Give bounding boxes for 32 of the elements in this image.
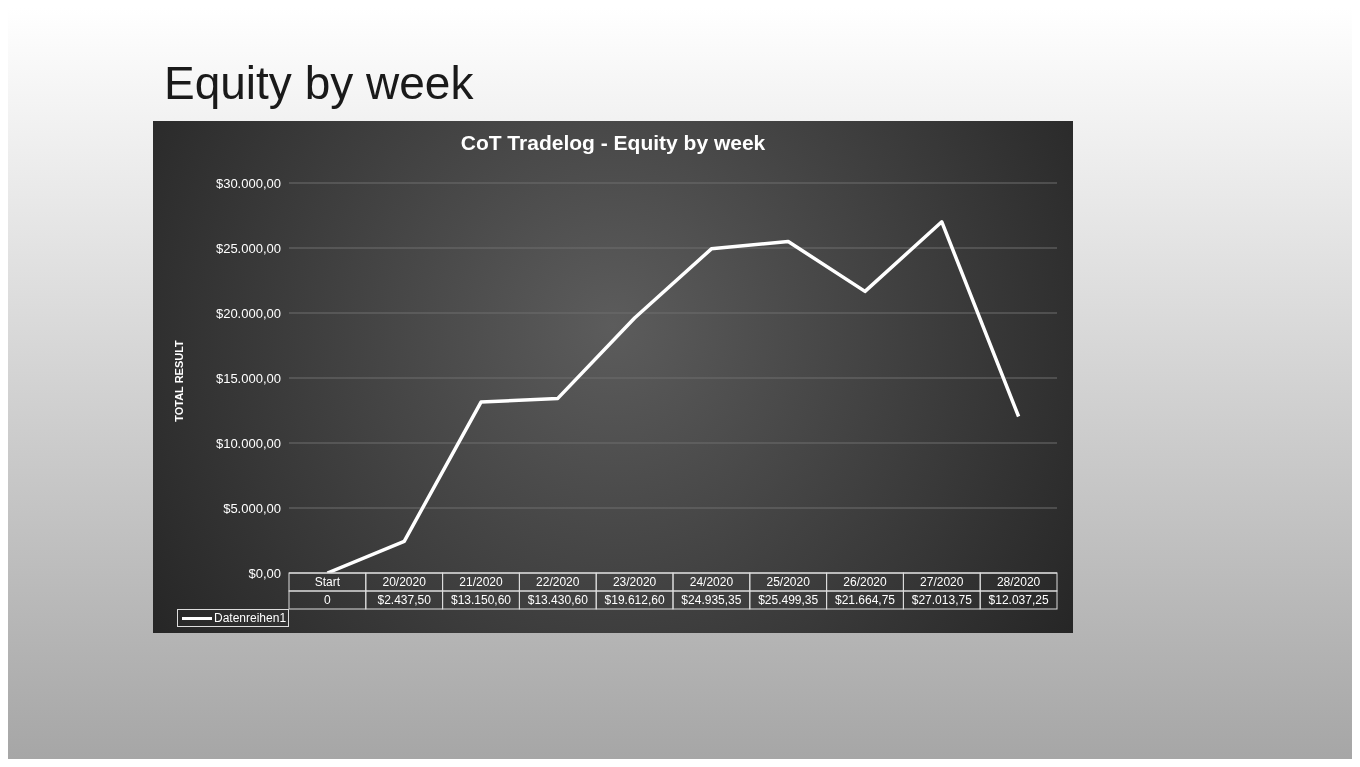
data-label: $27.013,75 [911,593,973,607]
x-tick-label: 24/2020 [689,575,734,589]
chart-title: Equity by week [164,56,474,110]
y-tick-label: $15.000,00 [215,370,281,386]
legend-label: Datenreihen1 [214,611,287,625]
y-tick-label: $0,00 [248,565,281,581]
data-label: $19.612,60 [604,593,665,607]
x-tick-label: 28/2020 [996,575,1041,589]
data-label: 0 [324,593,332,607]
y-tick-label: $10.000,00 [215,435,281,451]
x-tick-label: 27/2020 [920,575,964,589]
data-label: $13.150,60 [450,593,512,607]
x-tick-label: 20/2020 [382,575,427,589]
data-label: $13.430,60 [527,593,589,607]
data-label: $24.935,35 [681,593,742,607]
x-tick-label: 26/2020 [843,575,888,589]
data-label: $12.037,25 [988,593,1049,607]
data-label: $21.664,75 [834,593,896,607]
y-tick-label: $25.000,00 [215,240,281,256]
y-axis-title: TOTAL RESULT [173,340,185,422]
data-label: $2.437,50 [377,593,432,607]
x-tick-label: 25/2020 [766,575,811,589]
y-tick-label: $20.000,00 [215,305,281,321]
y-tick-label: $30.000,00 [215,175,281,191]
x-tick-label: 21/2020 [459,575,504,589]
line-series [325,220,1021,573]
data-label: $25.499,35 [758,593,819,607]
x-tick-label: 22/2020 [536,575,580,589]
x-tick-label: Start [314,575,341,589]
chart-subtitle: CoT Tradelog - Equity by week [459,131,767,155]
x-tick-label: 23/2020 [612,575,657,589]
y-tick-label: $5.000,00 [223,500,281,516]
